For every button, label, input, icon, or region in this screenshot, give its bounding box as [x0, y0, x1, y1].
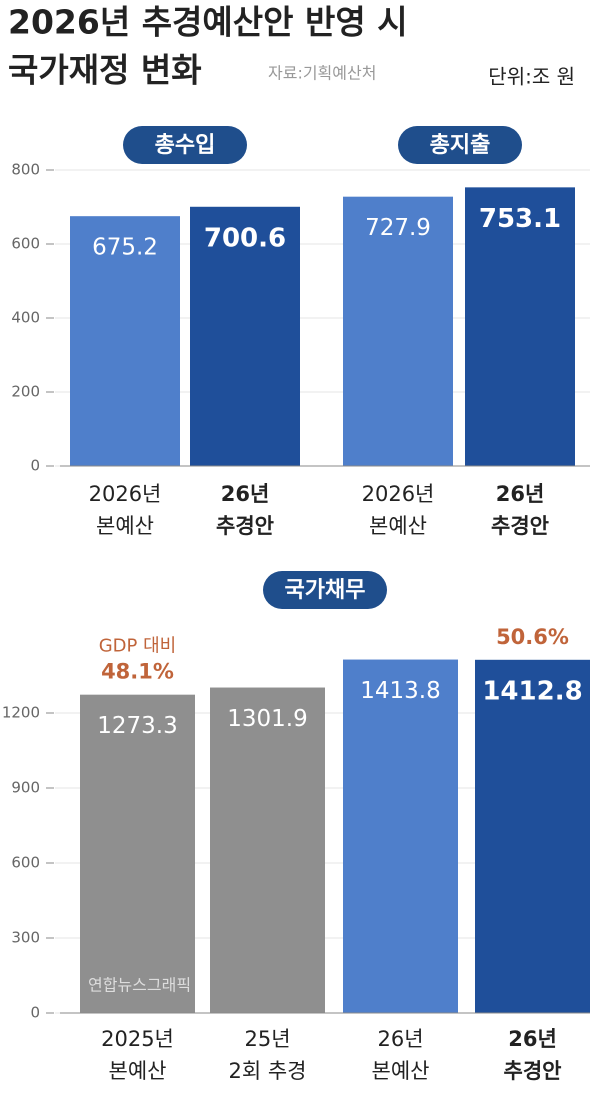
- source: 자료:기획예산처: [268, 64, 376, 83]
- bar: [210, 687, 325, 1013]
- bar: [80, 694, 195, 1013]
- annotation-value: 50.6%: [496, 625, 569, 649]
- annotation-value: 48.1%: [101, 660, 174, 684]
- value-label: 727.9: [365, 215, 431, 241]
- title-pill: [123, 126, 247, 164]
- chart-title: 총수입: [155, 133, 216, 158]
- chart-title: 총지출: [430, 133, 491, 158]
- chart-title: 국가채무: [285, 578, 366, 603]
- unit: 단위:조 원: [488, 65, 575, 89]
- annotation-label: GDP 대비: [99, 636, 177, 657]
- y-tick-label: 800: [11, 161, 40, 179]
- value-label: 1412.8: [482, 676, 582, 706]
- bar: [343, 659, 458, 1013]
- value-label: 1413.8: [360, 678, 440, 704]
- x-tick-label: 추경안: [504, 1059, 562, 1083]
- value-label: 700.6: [204, 223, 286, 253]
- value-label: 675.2: [92, 235, 158, 261]
- y-tick-label: 400: [11, 309, 40, 327]
- x-tick-label: 2026년: [89, 482, 162, 506]
- x-tick-label: 2026년: [362, 482, 435, 506]
- x-tick-label: 본예산: [109, 1059, 167, 1083]
- title-pill: [263, 571, 387, 609]
- y-tick-label: 300: [11, 929, 40, 947]
- y-tick-label: 200: [11, 383, 40, 401]
- x-tick-label: 26년: [221, 482, 270, 506]
- bar: [70, 216, 180, 466]
- x-tick-label: 본예산: [372, 1059, 430, 1083]
- x-tick-label: 26년: [377, 1027, 423, 1051]
- title-pill: [398, 126, 522, 164]
- bar: [465, 187, 575, 466]
- value-label: 1301.9: [227, 706, 307, 732]
- x-tick-label: 25년: [244, 1027, 290, 1051]
- y-tick-label: 600: [11, 235, 40, 253]
- value-label: 753.1: [479, 204, 561, 234]
- credit: 연합뉴스그래픽: [88, 976, 191, 995]
- x-tick-label: 2회 추경: [229, 1059, 307, 1083]
- value-label: 1273.3: [97, 713, 177, 739]
- bar: [475, 659, 590, 1013]
- x-tick-label: 본예산: [96, 514, 154, 538]
- bar: [190, 206, 300, 466]
- y-tick-label: 600: [11, 854, 40, 872]
- y-tick-label: 0: [30, 457, 40, 475]
- x-tick-label: 26년: [496, 482, 545, 506]
- y-tick-label: 0: [30, 1004, 40, 1022]
- x-tick-label: 추경안: [216, 514, 274, 538]
- bar: [343, 196, 453, 466]
- x-tick-label: 26년: [508, 1027, 557, 1051]
- title-line: 2026년 추경예산안 반영 시: [8, 3, 408, 42]
- x-tick-label: 본예산: [369, 514, 427, 538]
- x-tick-label: 2025년: [101, 1027, 174, 1051]
- title-line: 국가재정 변화: [8, 51, 202, 90]
- x-tick-label: 추경안: [491, 514, 549, 538]
- y-tick-label: 1200: [2, 704, 40, 722]
- y-tick-label: 900: [11, 779, 40, 797]
